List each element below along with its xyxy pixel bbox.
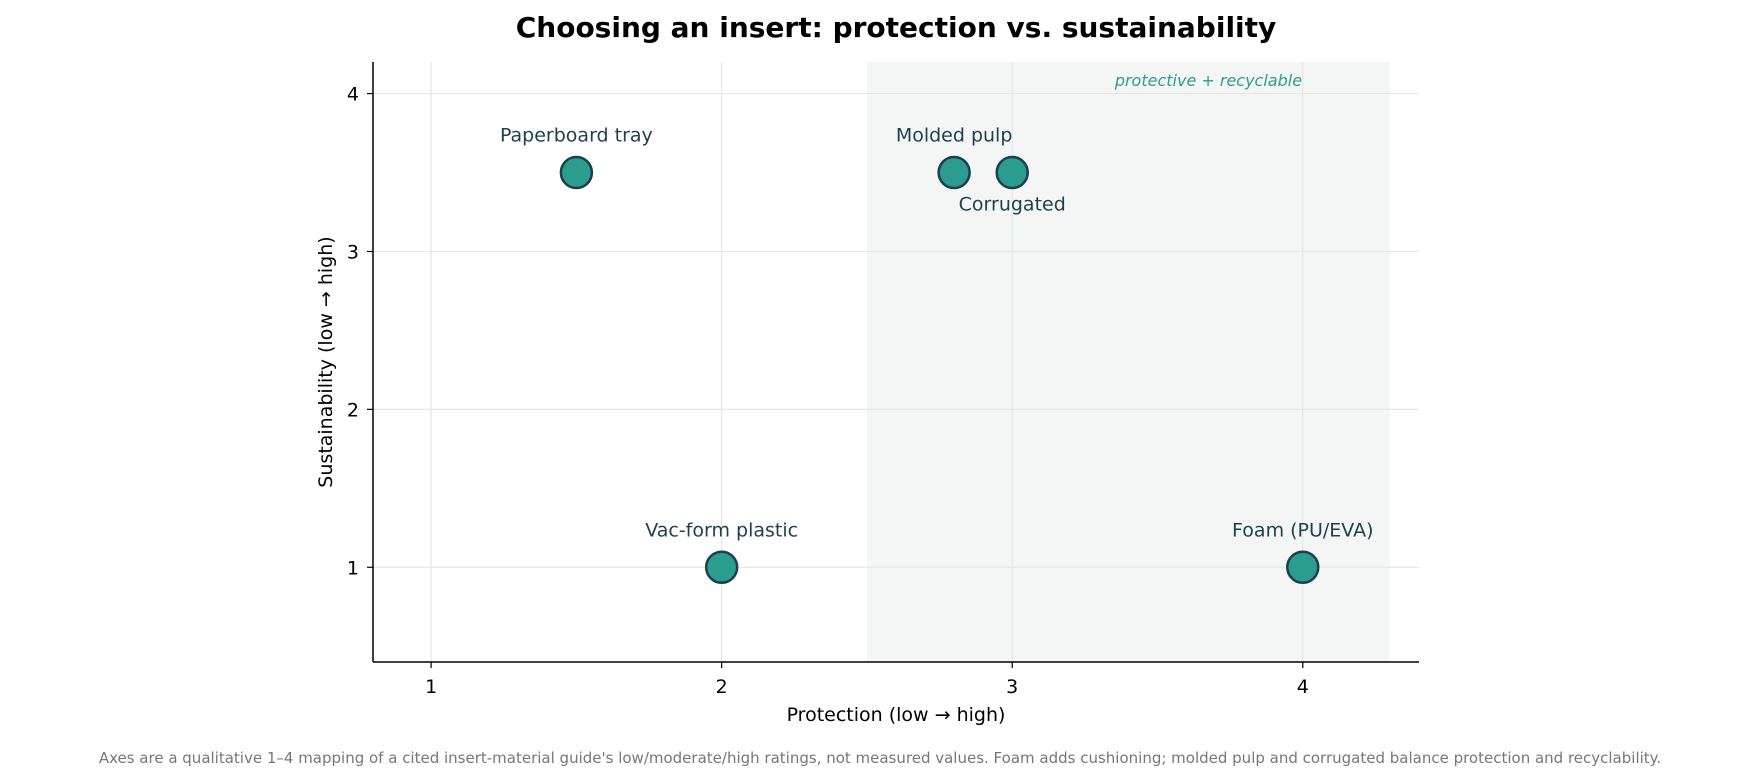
x-tick-label: 4 (1297, 676, 1309, 698)
y-tick-label: 1 (347, 557, 359, 579)
data-point (1286, 550, 1320, 585)
data-point-label: Paperboard tray (500, 125, 653, 147)
chart-title: Choosing an insert: protection vs. susta… (516, 11, 1277, 44)
y-axis-label: Sustainability (low → high) (315, 236, 337, 487)
y-tick-label: 2 (347, 399, 359, 421)
data-point (995, 155, 1029, 190)
y-tick-label: 4 (347, 84, 359, 106)
x-tick-label: 3 (1006, 676, 1018, 698)
plot-area: protective + recyclable 1 2 3 4 1 2 3 4 Paperb… (347, 62, 1419, 698)
data-points (559, 155, 1320, 585)
data-point (704, 550, 739, 585)
data-point-label: Molded pulp (896, 125, 1013, 147)
data-point-labels: Paperboard tray Molded pulp Corrugated Vac-… (500, 125, 1374, 542)
data-point-label: Foam (PU/EVA) (1232, 519, 1373, 541)
x-tick-label: 2 (716, 676, 728, 698)
data-point-label: Corrugated (959, 194, 1066, 216)
y-axis-ticks: 1 2 3 4 (347, 84, 373, 579)
y-tick-label: 3 (347, 241, 359, 263)
x-tick-label: 1 (425, 676, 437, 698)
x-axis-ticks: 1 2 3 4 (425, 662, 1309, 698)
chart-caption: Axes are a qualitative 1–4 mapping of a … (99, 749, 1661, 767)
data-point (937, 155, 971, 190)
highlight-region-label: protective + recyclable (1114, 71, 1302, 90)
x-axis-label: Protection (low → high) (787, 704, 1006, 726)
data-point-label: Vac-form plastic (645, 519, 798, 541)
data-point (559, 155, 594, 190)
